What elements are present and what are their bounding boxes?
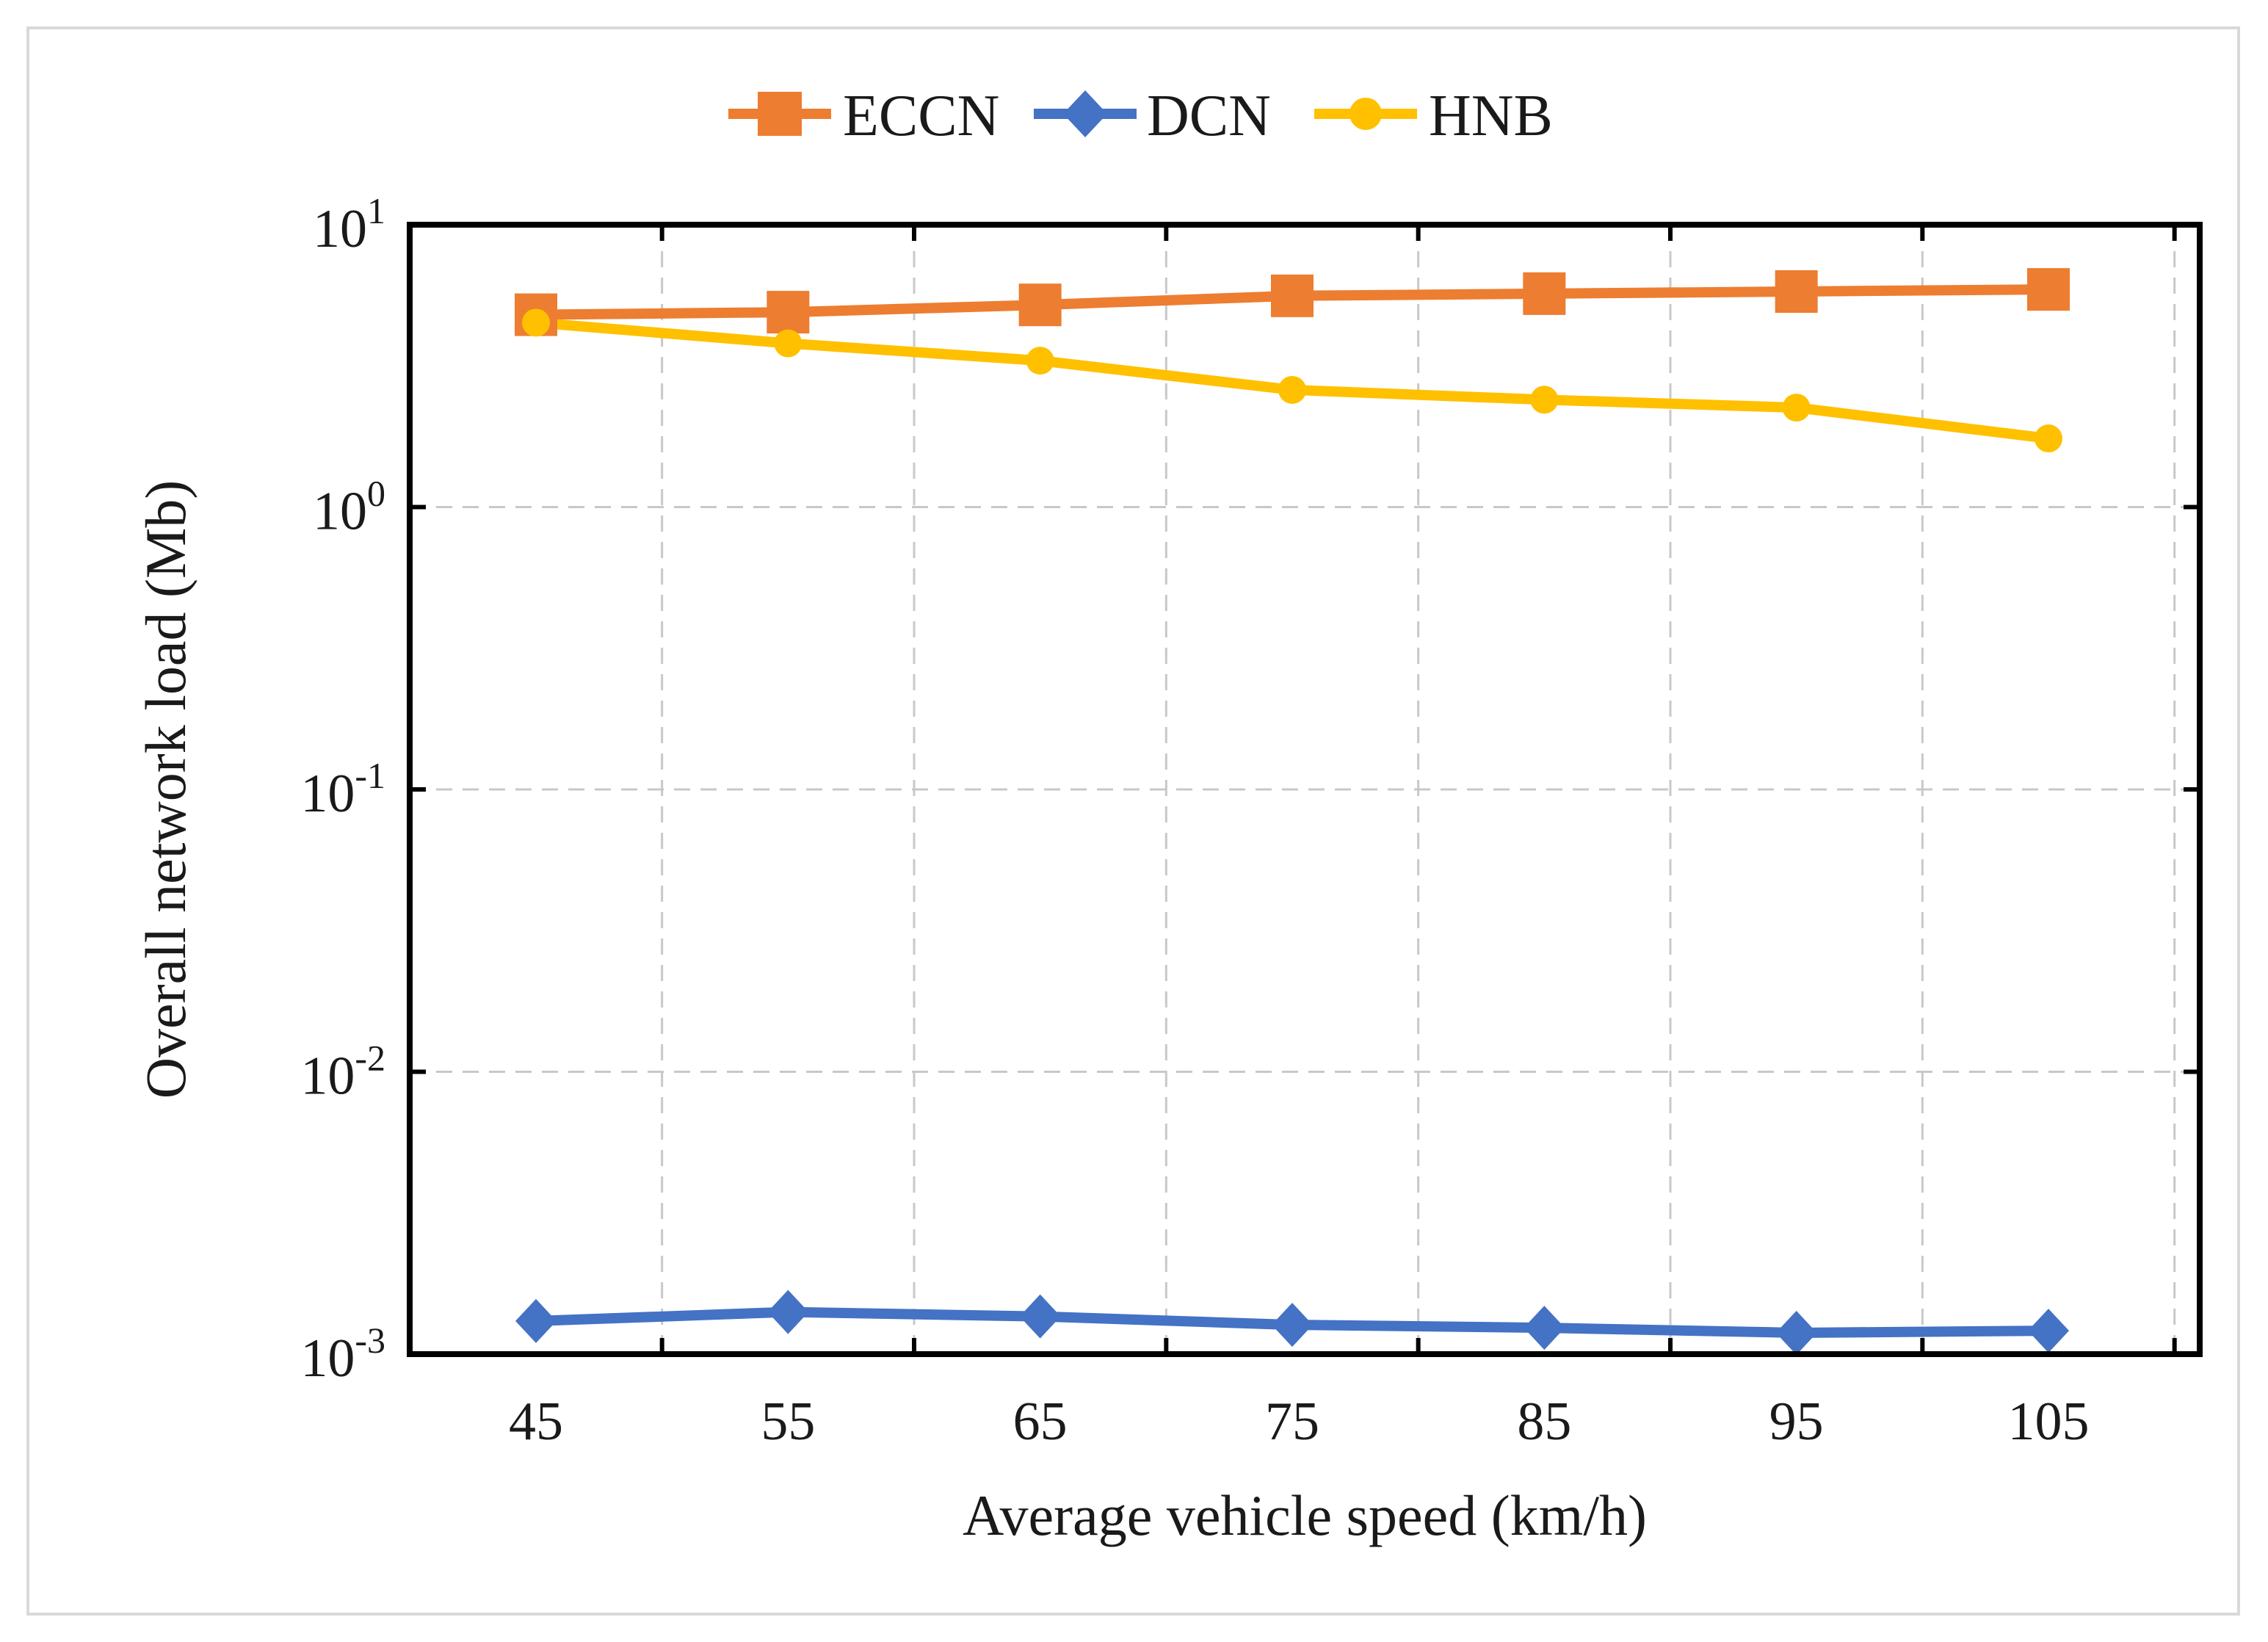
data-point-dcn (515, 1298, 557, 1343)
x-tick-label: 85 (1517, 1392, 1571, 1452)
data-point-eccn (1271, 274, 1314, 317)
x-tick-label: 95 (1769, 1392, 1824, 1452)
x-tick-label: 45 (509, 1392, 563, 1452)
data-point-hnb (522, 308, 550, 337)
legend-marker-hnb (1349, 98, 1382, 130)
x-tick-label: 55 (761, 1392, 815, 1452)
data-point-hnb (1278, 375, 1306, 404)
legend-label-dcn: DCN (1147, 84, 1271, 148)
series-markers (515, 268, 2070, 1355)
data-point-dcn (767, 1290, 809, 1334)
legend-label-eccn: ECCN (843, 84, 999, 148)
legend-marker-eccn (758, 92, 802, 136)
data-point-hnb (2035, 424, 2062, 453)
chart: ECCN DCN HNB 45 55 65 75 85 95 105 10110010-11… (134, 84, 2203, 1547)
legend-item-hnb: HNB (1314, 84, 1553, 148)
x-tick-label: 105 (2008, 1392, 2090, 1452)
x-axis-title: Average vehicle speed (km/h) (963, 1483, 1647, 1547)
legend-item-dcn: DCN (1034, 84, 1271, 148)
chart-frame: ECCN DCN HNB 45 55 65 75 85 95 105 101 100 10-1 1… (26, 26, 2240, 1616)
x-tick-label: 65 (1013, 1392, 1068, 1452)
legend: ECCN DCN HNB (728, 84, 1553, 148)
data-point-dcn (1019, 1294, 1061, 1339)
legend-marker-dcn (1063, 90, 1107, 137)
data-point-dcn (1775, 1310, 1817, 1355)
y-axis-title: Overall network load (Mb) (134, 480, 198, 1099)
series-lines (531, 284, 2054, 1338)
x-axis-tick-labels: 45 55 65 75 85 95 105 (509, 1392, 2090, 1452)
y-tick-label: 10-2 (300, 1038, 385, 1107)
data-point-eccn (2027, 268, 2070, 311)
data-point-eccn (767, 291, 810, 334)
data-point-dcn (1524, 1306, 1565, 1350)
data-point-hnb (1026, 347, 1054, 375)
data-point-hnb (774, 329, 803, 358)
legend-item-eccn: ECCN (728, 84, 999, 148)
data-point-hnb (1530, 386, 1559, 414)
axis-ticks (410, 225, 2200, 1354)
data-point-eccn (1775, 270, 1818, 313)
data-point-eccn (1018, 283, 1062, 327)
legend-label-hnb: HNB (1429, 84, 1553, 148)
y-axis-tick-labels: 101 100 10-1 10-2 10-3 (300, 190, 385, 1389)
data-point-dcn (2028, 1309, 2069, 1353)
y-tick-label: 101 (313, 190, 385, 259)
x-tick-label: 75 (1265, 1392, 1319, 1452)
y-tick-label: 10-1 (300, 755, 385, 824)
data-point-dcn (1272, 1303, 1313, 1348)
y-tick-label: 100 (313, 473, 385, 542)
grid (410, 225, 2200, 1354)
data-point-hnb (1782, 394, 1811, 422)
y-tick-label: 10-3 (300, 1320, 385, 1389)
data-point-eccn (1523, 272, 1566, 315)
